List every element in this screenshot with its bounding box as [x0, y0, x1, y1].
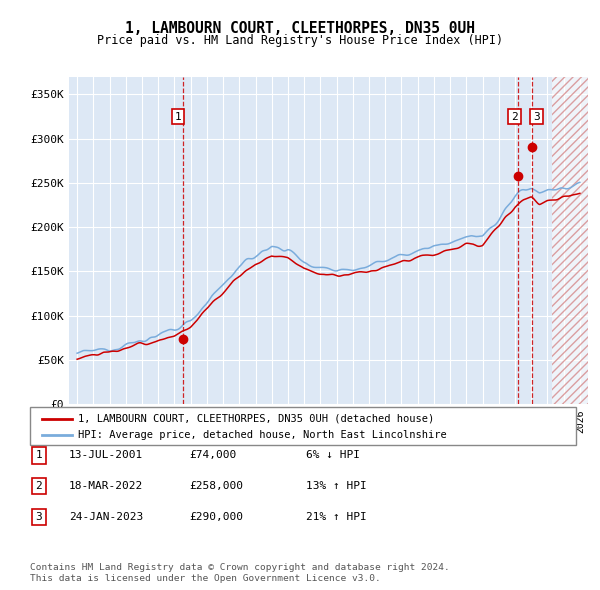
Text: HPI: Average price, detached house, North East Lincolnshire: HPI: Average price, detached house, Nort…	[78, 430, 447, 440]
Text: 1: 1	[175, 112, 182, 122]
Text: 24-JAN-2023: 24-JAN-2023	[69, 512, 143, 522]
Text: £74,000: £74,000	[189, 451, 236, 460]
Bar	[551, 77, 588, 404]
Text: 2: 2	[35, 481, 43, 491]
Text: 18-MAR-2022: 18-MAR-2022	[69, 481, 143, 491]
Text: 21% ↑ HPI: 21% ↑ HPI	[306, 512, 367, 522]
Text: 1: 1	[35, 451, 43, 460]
Text: 1, LAMBOURN COURT, CLEETHORPES, DN35 0UH: 1, LAMBOURN COURT, CLEETHORPES, DN35 0UH	[125, 21, 475, 36]
Bar	[551, 77, 588, 404]
Text: 13% ↑ HPI: 13% ↑ HPI	[306, 481, 367, 491]
Text: 2: 2	[511, 112, 518, 122]
Text: This data is licensed under the Open Government Licence v3.0.: This data is licensed under the Open Gov…	[30, 573, 381, 583]
Text: 13-JUL-2001: 13-JUL-2001	[69, 451, 143, 460]
Text: £290,000: £290,000	[189, 512, 243, 522]
Text: 6% ↓ HPI: 6% ↓ HPI	[306, 451, 360, 460]
Text: Price paid vs. HM Land Registry's House Price Index (HPI): Price paid vs. HM Land Registry's House …	[97, 34, 503, 47]
Text: 3: 3	[35, 512, 43, 522]
Text: £258,000: £258,000	[189, 481, 243, 491]
Text: Contains HM Land Registry data © Crown copyright and database right 2024.: Contains HM Land Registry data © Crown c…	[30, 563, 450, 572]
Text: 1, LAMBOURN COURT, CLEETHORPES, DN35 0UH (detached house): 1, LAMBOURN COURT, CLEETHORPES, DN35 0UH…	[78, 414, 434, 424]
Text: 3: 3	[533, 112, 540, 122]
